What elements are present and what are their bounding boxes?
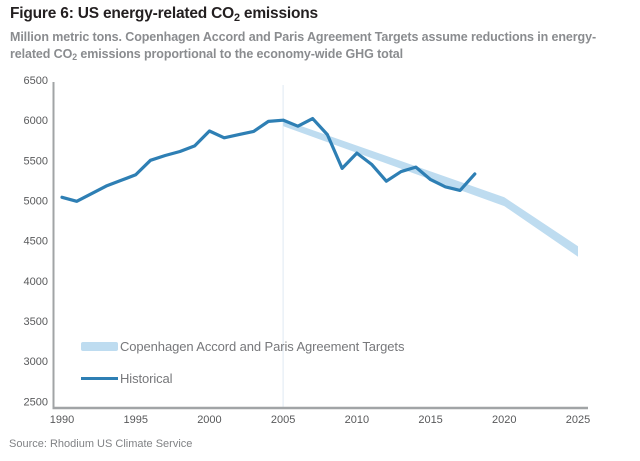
historical-line-swatch — [81, 376, 118, 380]
x-tick-label: 2005 — [271, 414, 295, 426]
title-text-end: emissions — [239, 5, 318, 22]
title-text: Figure 6: US energy-related CO — [10, 5, 234, 22]
target-band — [283, 119, 579, 257]
figure-subtitle: Million metric tons. Copenhagen Accord a… — [10, 29, 622, 62]
y-tick-label: 6000 — [24, 115, 48, 127]
chart-legend: Copenhagen Accord and Paris Agreement Ta… — [81, 337, 404, 387]
x-tick-label: 2015 — [418, 414, 442, 426]
x-tick-label: 2020 — [492, 414, 516, 426]
x-tick-label: 2010 — [345, 414, 369, 426]
y-tick-label: 3000 — [24, 356, 48, 368]
y-tick-label: 4000 — [24, 276, 48, 288]
x-tick-label: 2000 — [197, 414, 221, 426]
subtitle-text-end: emissions proportional to the economy-wi… — [77, 46, 403, 61]
legend-label-targets: Copenhagen Accord and Paris Agreement Ta… — [120, 338, 405, 354]
y-tick-label: 4500 — [24, 236, 48, 248]
y-tick-label: 6500 — [24, 75, 48, 87]
y-tick-label: 5500 — [24, 155, 48, 167]
y-tick-label: 5000 — [24, 195, 48, 207]
x-tick-label: 2025 — [566, 414, 590, 426]
source-note: Source: Rhodium US Climate Service — [9, 438, 193, 450]
x-tick-label: 1995 — [123, 414, 147, 426]
y-tick-label: 2500 — [24, 396, 48, 408]
subtitle-subscript: 2 — [72, 51, 77, 62]
legend-item-targets: Copenhagen Accord and Paris Agreement Ta… — [81, 337, 404, 355]
legend-label-historical: Historical — [120, 370, 173, 386]
title-subscript: 2 — [233, 11, 240, 24]
subtitle-text: Million metric tons. Copenhagen Accord a… — [10, 30, 597, 61]
historical-line — [60, 116, 477, 203]
x-tick-label: 1990 — [50, 414, 74, 426]
targets-band-swatch — [81, 341, 118, 351]
figure-title: Figure 6: US energy-related CO2 emission… — [10, 5, 318, 24]
y-tick-label: 3500 — [24, 316, 48, 328]
legend-item-historical: Historical — [81, 369, 404, 387]
